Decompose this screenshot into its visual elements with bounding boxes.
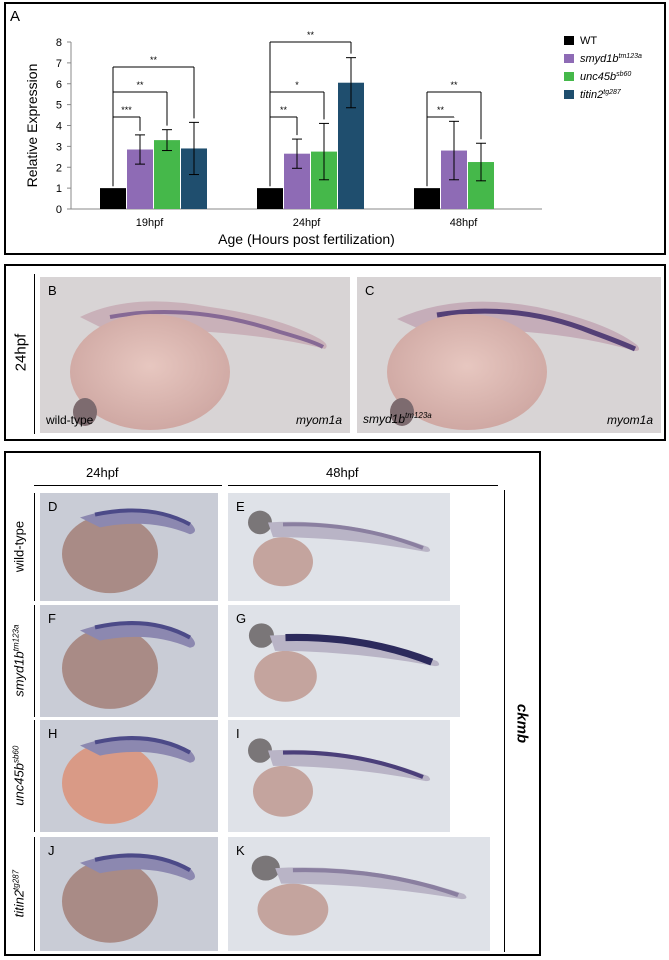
row-label-smyd1b: smyd1btm123a: [11, 624, 27, 697]
x-tick-label: 48hpf: [450, 217, 478, 229]
row-label-unc45b: unc45bsb60: [11, 745, 27, 806]
image-c-probe: myom1a: [606, 413, 653, 427]
sig-label: *: [295, 80, 299, 90]
image-c-letter: C: [365, 283, 375, 298]
image-c-genotype: smyd1btm123a: [363, 411, 432, 426]
probe-label-ckmb: ckmb: [513, 703, 531, 744]
y-tick-label: 0: [56, 204, 62, 216]
image-b-genotype: wild-type: [46, 413, 94, 427]
image-letter: H: [48, 726, 58, 741]
row-bracket: [34, 274, 35, 434]
probe-bracket: [504, 490, 505, 952]
image-letter: F: [48, 611, 56, 626]
sig-label: ***: [121, 105, 132, 115]
embryo-image-h: H: [40, 720, 218, 832]
row-label-24hpf: 24hpf: [12, 333, 30, 372]
sig-label: **: [150, 55, 158, 65]
legend-swatch: [564, 72, 574, 81]
sig-label: **: [307, 30, 315, 40]
image-letter: K: [236, 843, 245, 858]
row-bracket: [34, 720, 35, 832]
panel-bc: 24hpf B wild-type myom1a: [4, 264, 666, 441]
bar: [100, 188, 126, 209]
col-rule-24hpf: [34, 485, 222, 486]
col-rule-48hpf: [228, 485, 498, 486]
bar: [257, 188, 283, 209]
y-tick-label: 6: [56, 79, 62, 91]
sig-label: **: [136, 80, 144, 90]
embryo-image-i: I: [228, 720, 450, 832]
embryo-image-g: G: [228, 605, 460, 717]
embryo-image-j: J: [40, 837, 218, 951]
row-label-wild-type: wild-type: [11, 520, 27, 573]
row-bracket: [34, 493, 35, 601]
sig-label: **: [450, 80, 458, 90]
y-tick-label: 2: [56, 162, 62, 174]
legend-swatch: [564, 54, 574, 63]
legend-swatch: [564, 90, 574, 99]
y-tick-label: 1: [56, 183, 62, 195]
embryo-image-k: K: [228, 837, 490, 951]
legend-label: smyd1btm123a: [580, 53, 642, 65]
panel-a-letter: A: [10, 8, 21, 25]
image-letter: E: [236, 499, 245, 514]
embryo-image-d: D: [40, 493, 218, 601]
panel-a: A 0 1 2 3 4 5 6 7 8 Relative Expression Age (Hours…: [4, 2, 666, 255]
y-tick-label: 5: [56, 100, 62, 112]
image-letter: I: [236, 726, 240, 741]
col-header-48hpf: 48hpf: [326, 465, 359, 480]
image-letter: D: [48, 499, 58, 514]
bar: [154, 140, 180, 209]
sig-label: **: [437, 105, 445, 115]
image-letter: J: [48, 843, 55, 858]
y-tick-label: 4: [56, 121, 62, 133]
legend-swatch: [564, 36, 574, 45]
embryo-image-c: C smyd1btm123a myom1a: [357, 277, 661, 433]
row-bracket: [34, 837, 35, 951]
x-tick-label: 24hpf: [293, 217, 321, 229]
bar: [414, 188, 440, 209]
legend-label: titin2tg287: [580, 89, 622, 101]
y-tick-label: 7: [56, 58, 62, 70]
y-axis-title: Relative Expression: [24, 64, 40, 188]
embryo-image-b: B wild-type myom1a: [40, 277, 350, 433]
y-tick-label: 3: [56, 141, 62, 153]
expression-bar-chart: 0 1 2 3 4 5 6 7 8 Relative Expression Age (Hours p…: [24, 30, 642, 247]
row-bracket: [34, 605, 35, 717]
col-header-24hpf: 24hpf: [86, 465, 119, 480]
x-axis-title: Age (Hours post fertilization): [218, 231, 395, 247]
image-b-letter: B: [48, 283, 57, 298]
image-letter: G: [236, 611, 247, 626]
row-label-titin2: titin2tg287: [11, 869, 27, 918]
image-b-probe: myom1a: [295, 413, 342, 427]
y-tick-label: 8: [56, 37, 62, 49]
embryo-image-f: F: [40, 605, 218, 717]
embryo-image-e: E: [228, 493, 450, 601]
x-tick-label: 19hpf: [136, 217, 164, 229]
sig-label: **: [280, 105, 288, 115]
legend-label: unc45bsb60: [580, 71, 631, 83]
legend-label: WT: [580, 35, 597, 47]
